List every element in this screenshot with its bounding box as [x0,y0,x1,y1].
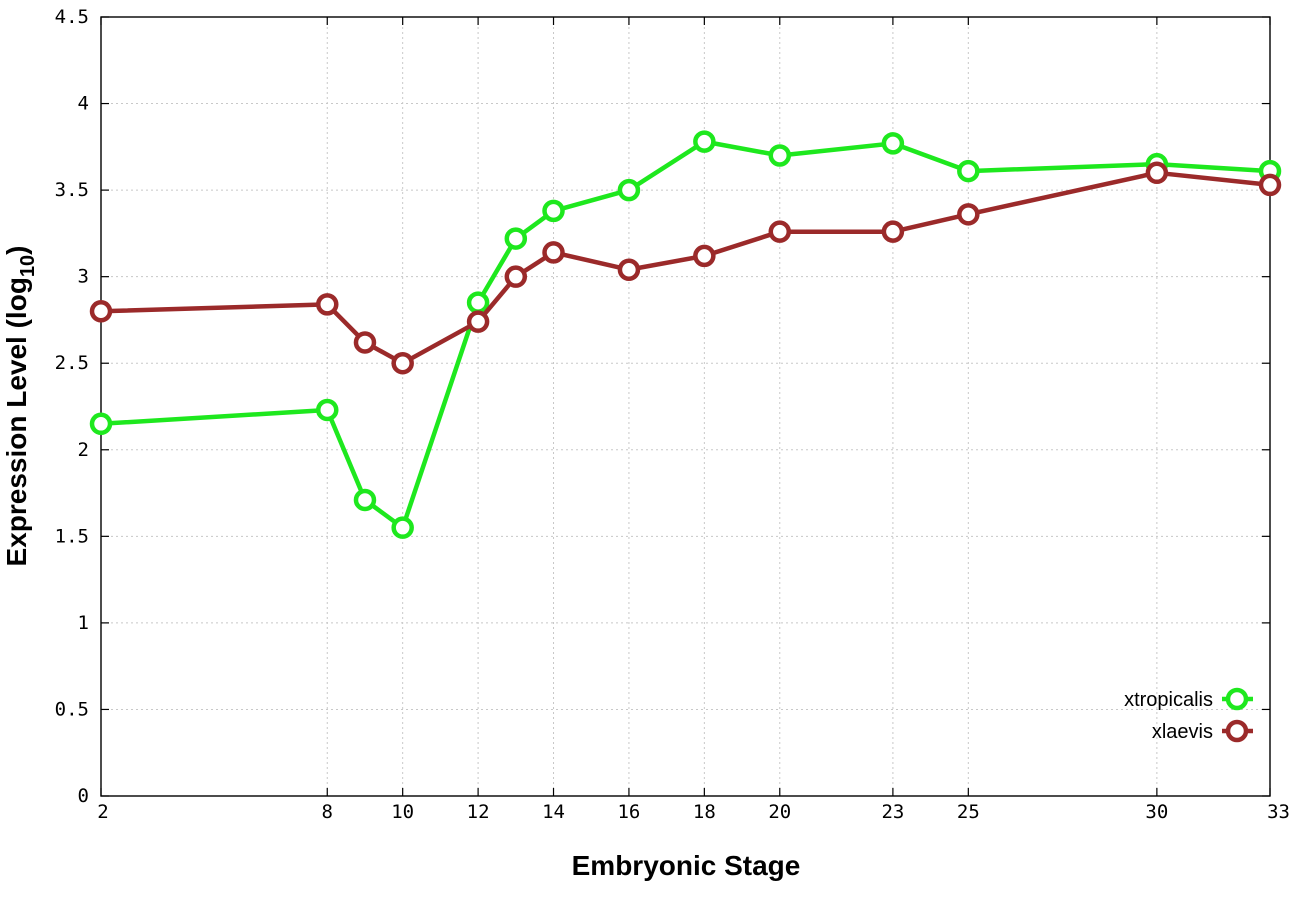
series-line [100,139,1271,530]
data-point [89,300,113,323]
legend-marker [1225,687,1249,711]
data-point [353,488,377,512]
y-tick-label: 4.5 [55,6,89,28]
data-point [316,293,339,316]
legend-label: xtropicalis [1124,689,1213,711]
x-tick-label: 18 [693,801,716,823]
y-axis-title-subscript: 10 [17,255,39,277]
y-axis-title-close: ) [1,246,32,255]
data-point [466,291,490,314]
y-tick-label: 3 [78,266,89,288]
y-tick-label: 0 [78,785,89,807]
legend-marker [1225,719,1249,743]
x-tick-label: 33 [1267,801,1290,823]
y-tick-label: 0.5 [55,698,89,720]
x-tick-label: 8 [322,801,333,823]
data-point [466,310,490,333]
y-tick-label: 1 [78,612,89,634]
y-tick-label: 4 [78,93,89,115]
x-axis-title: Embryonic Stage [572,850,801,881]
x-tick-label: 30 [1145,801,1168,823]
data-point [693,130,716,153]
data-point [504,227,528,250]
data-point [353,331,377,354]
data-point [391,351,414,375]
data-point [391,516,414,539]
x-tick-label: 14 [542,801,565,823]
x-tick-label: 10 [391,801,414,823]
series-layer [89,130,1282,539]
data-point [542,241,565,264]
data-point [1145,161,1169,185]
plot-frame [100,16,1271,797]
legend: xtropicalis xlaevis [1124,687,1253,743]
data-point [768,220,792,243]
y-tick-label: 3.5 [55,179,89,201]
y-tick-label: 1.5 [55,525,89,547]
data-point [768,144,792,167]
series-line [100,170,1271,366]
x-tick-label: 16 [617,801,640,823]
data-point [617,258,641,281]
data-point [504,265,528,288]
y-axis-ticks: 0 0.5 1 1.5 2 2.5 3 3.5 4 4.5 [55,6,1270,807]
grid [101,17,1270,796]
x-tick-label: 20 [768,801,791,823]
data-point [881,132,905,155]
data-point [881,220,905,243]
data-point [1258,173,1282,197]
data-point [957,203,980,226]
series-xlaevis [89,161,1282,375]
data-point [316,398,339,422]
data-point [542,199,565,223]
data-point [693,244,716,268]
y-axis-title-main: Expression Level (log [1,277,32,566]
series-xtropicalis [89,130,1282,539]
x-axis-ticks: 2 8 10 12 14 16 18 20 23 25 30 33 [97,17,1290,823]
x-tick-label: 12 [467,801,490,823]
y-tick-label: 2.5 [55,352,89,374]
x-tick-label: 23 [881,801,904,823]
y-axis-title: Expression Level (log10) [1,246,39,567]
data-point [617,178,641,202]
x-tick-label: 2 [97,801,108,823]
legend-label: xlaevis [1152,721,1213,743]
x-tick-label: 25 [957,801,980,823]
y-tick-label: 2 [78,439,89,461]
data-point [89,412,113,436]
data-point [957,159,980,183]
